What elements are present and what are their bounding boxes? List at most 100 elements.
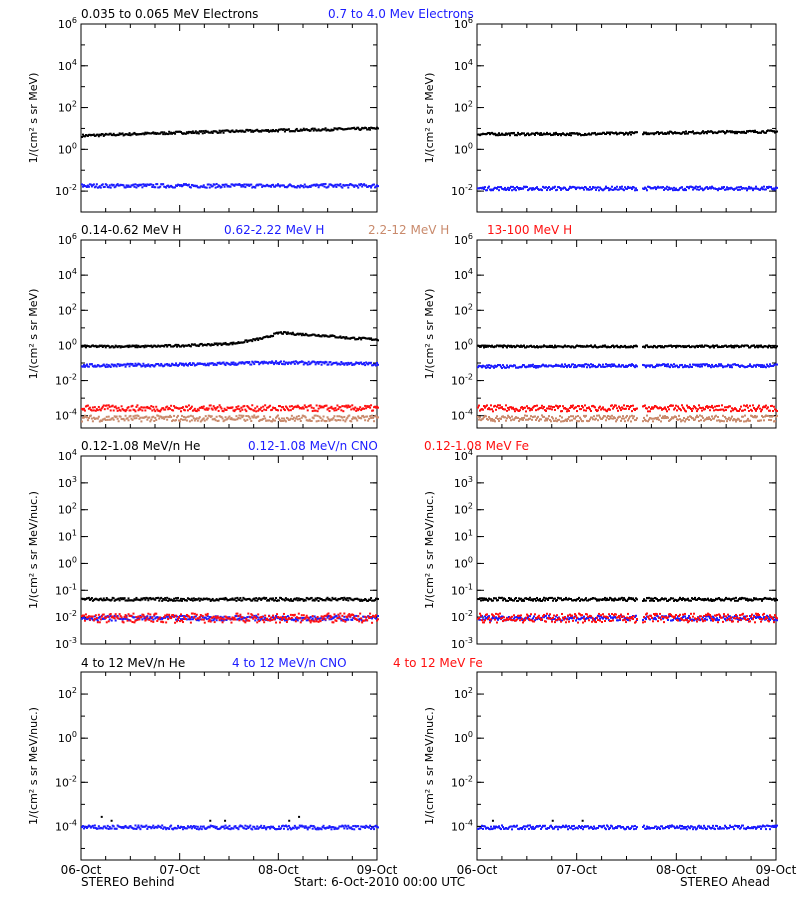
data-point bbox=[303, 334, 306, 337]
data-point bbox=[309, 129, 312, 132]
data-point bbox=[192, 409, 195, 412]
data-point bbox=[523, 364, 525, 367]
data-point bbox=[663, 346, 665, 349]
data-point bbox=[754, 187, 756, 190]
data-point bbox=[92, 409, 95, 412]
data-point bbox=[277, 332, 280, 335]
data-point bbox=[127, 133, 130, 136]
data-point bbox=[372, 409, 375, 412]
data-point bbox=[696, 363, 698, 366]
data-point bbox=[595, 188, 597, 191]
data-point bbox=[197, 345, 200, 348]
data-point bbox=[179, 620, 182, 623]
data-point bbox=[185, 405, 188, 408]
data-point bbox=[313, 620, 316, 623]
data-point bbox=[521, 406, 523, 409]
data-point bbox=[357, 338, 360, 341]
data-point bbox=[760, 365, 762, 368]
data-point bbox=[214, 408, 217, 411]
data-point bbox=[257, 339, 260, 342]
data-point bbox=[209, 620, 212, 623]
data-point bbox=[774, 188, 776, 191]
data-point bbox=[210, 407, 213, 410]
data-point bbox=[165, 599, 168, 602]
data-point bbox=[212, 343, 215, 346]
data-point bbox=[258, 363, 261, 366]
data-point bbox=[672, 189, 674, 192]
data-point bbox=[281, 419, 284, 422]
data-point bbox=[132, 612, 135, 615]
data-point bbox=[506, 409, 508, 412]
y-tick-label: 10-2 bbox=[451, 609, 473, 624]
data-point bbox=[190, 419, 193, 422]
data-point bbox=[182, 615, 185, 618]
data-point bbox=[87, 417, 90, 420]
data-point bbox=[484, 598, 486, 601]
data-point bbox=[684, 364, 686, 367]
data-point bbox=[151, 185, 154, 188]
data-point bbox=[636, 131, 638, 134]
data-point bbox=[311, 615, 314, 618]
y-tick-label: 10-4 bbox=[451, 408, 473, 423]
data-point bbox=[240, 362, 243, 365]
data-point bbox=[496, 187, 498, 190]
data-point bbox=[126, 344, 129, 347]
data-point bbox=[585, 186, 587, 189]
data-point bbox=[510, 185, 512, 188]
data-point bbox=[215, 342, 218, 345]
data-point bbox=[618, 405, 620, 408]
data-point bbox=[135, 417, 138, 420]
data-point bbox=[501, 406, 503, 409]
data-point bbox=[565, 596, 567, 599]
data-point bbox=[364, 615, 367, 618]
data-point bbox=[314, 184, 317, 187]
data-point bbox=[663, 407, 665, 410]
data-point bbox=[598, 414, 600, 417]
data-point bbox=[684, 420, 686, 423]
data-point bbox=[305, 362, 308, 365]
data-point bbox=[346, 597, 349, 600]
data-point bbox=[541, 599, 543, 602]
data-point bbox=[175, 597, 178, 600]
data-point bbox=[774, 420, 776, 423]
data-point bbox=[225, 597, 228, 600]
data-point bbox=[509, 187, 511, 190]
data-point bbox=[229, 618, 232, 621]
data-point bbox=[112, 365, 115, 368]
y-tick-label: 104 bbox=[454, 448, 473, 463]
data-point bbox=[651, 364, 653, 367]
data-point bbox=[277, 183, 280, 186]
data-point bbox=[752, 365, 754, 368]
data-point bbox=[177, 596, 180, 599]
data-point bbox=[206, 130, 209, 133]
data-point bbox=[359, 599, 362, 602]
data-point bbox=[109, 409, 112, 412]
data-point bbox=[275, 360, 278, 363]
data-point bbox=[338, 184, 341, 187]
data-point bbox=[207, 183, 210, 186]
data-point bbox=[114, 619, 117, 622]
data-point bbox=[729, 405, 731, 408]
data-point bbox=[747, 406, 749, 409]
data-point bbox=[314, 363, 317, 366]
data-point bbox=[577, 133, 579, 136]
data-point bbox=[115, 365, 118, 368]
data-point bbox=[86, 184, 89, 187]
data-point bbox=[569, 132, 571, 135]
data-point bbox=[717, 409, 719, 412]
data-point bbox=[220, 186, 223, 189]
data-point bbox=[667, 131, 669, 134]
data-point bbox=[636, 365, 638, 368]
data-point bbox=[701, 187, 703, 190]
data-point bbox=[565, 134, 567, 137]
data-point bbox=[326, 408, 329, 411]
data-point bbox=[327, 615, 330, 618]
data-point bbox=[231, 363, 234, 366]
data-point bbox=[346, 184, 349, 187]
data-point bbox=[498, 189, 500, 192]
data-point bbox=[716, 188, 718, 191]
y-axis-label: 1/(cm² s sr MeV/nuc.) bbox=[27, 491, 40, 609]
data-point bbox=[101, 346, 104, 349]
data-point bbox=[230, 361, 233, 364]
data-point bbox=[156, 619, 159, 622]
